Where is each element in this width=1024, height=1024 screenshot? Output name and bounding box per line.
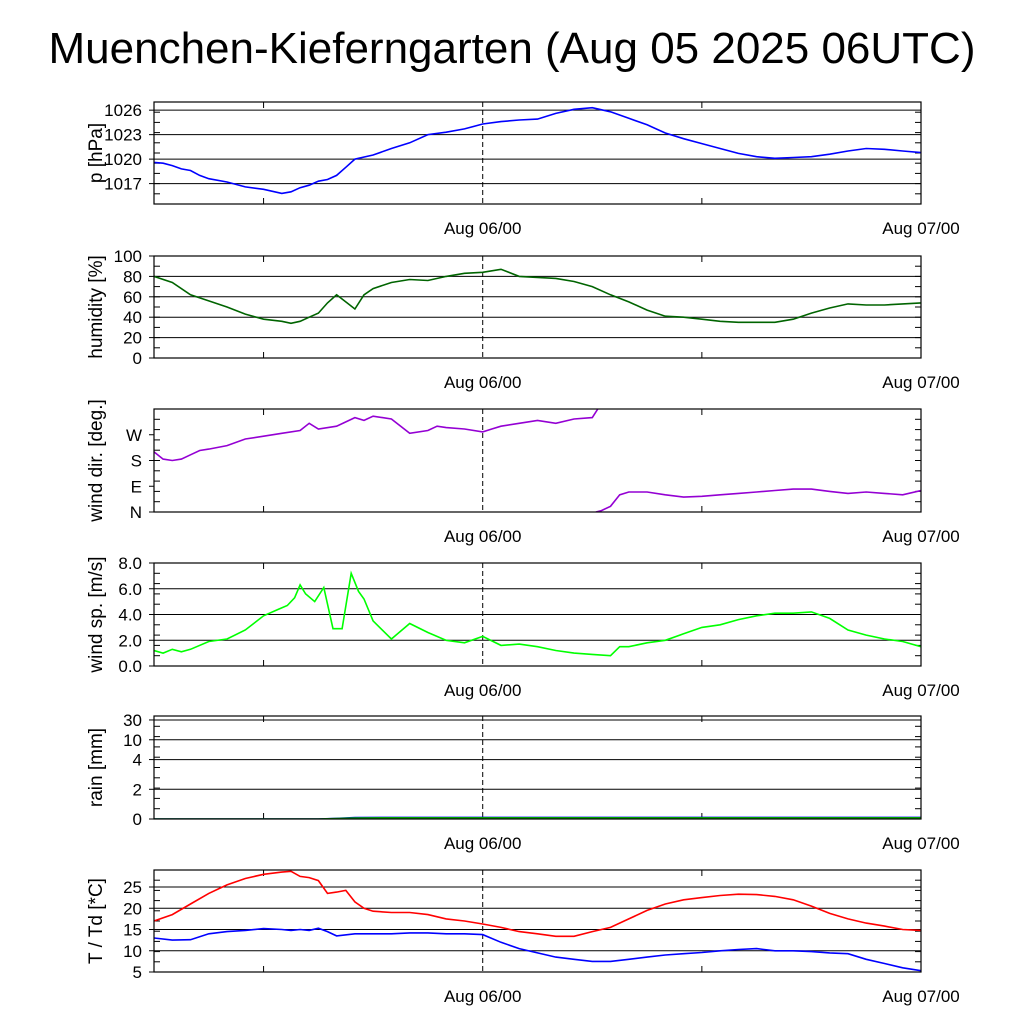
- y-tick-label: 100: [114, 247, 142, 266]
- y-tick-label: 10: [123, 731, 142, 750]
- y-tick-label: W: [126, 426, 142, 445]
- series-line-wind_speed: [154, 570, 921, 657]
- x-tick-label: Aug 06/00: [444, 834, 522, 853]
- x-tick-label: Aug 06/00: [444, 527, 522, 546]
- y-tick-label: 4: [133, 751, 142, 770]
- y-tick-label: 0.0: [118, 657, 142, 676]
- plot-frame: [153, 255, 922, 359]
- y-tick-label: 60: [123, 288, 142, 307]
- series-line-wind_dir: [154, 409, 599, 462]
- y-tick-label: 1017: [104, 175, 142, 194]
- x-tick-label: Aug 07/00: [882, 373, 960, 392]
- y-tick-label: 1026: [104, 101, 142, 120]
- series-line-pressure: [154, 106, 921, 195]
- y-tick-label: 20: [123, 899, 142, 918]
- y-tick-label: 4.0: [118, 606, 142, 625]
- series-line-dewpoint: [154, 927, 921, 972]
- panel-pressure: 1017 1020 1023 1026 Aug 06/00 Aug 07/00 p [hPa…: [86, 101, 960, 238]
- y-tick-label: 2.0: [118, 631, 142, 650]
- series-line-wind_dir: [595, 488, 921, 512]
- y-tick-label: 2: [133, 780, 142, 799]
- x-tick-label: Aug 07/00: [882, 681, 960, 700]
- y-tick-label: 15: [123, 921, 142, 940]
- plot-frame: [153, 408, 922, 513]
- y-tick-label: S: [131, 452, 142, 471]
- x-tick-label: Aug 06/00: [444, 987, 522, 1006]
- y-axis-label: humidity [%]: [86, 255, 107, 358]
- y-tick-label: 1020: [104, 150, 142, 169]
- x-tick-label: Aug 07/00: [882, 527, 960, 546]
- y-tick-label: 1023: [104, 126, 142, 145]
- y-tick-label: 5: [133, 963, 142, 982]
- y-tick-label: 20: [123, 329, 142, 348]
- panel-temperature: 5 10 15 20 25 Aug 06/00 Aug 07/00 T / Td [*C]: [86, 869, 960, 1006]
- y-tick-label: 40: [123, 308, 142, 327]
- y-tick-label: 30: [123, 711, 142, 730]
- y-tick-label: 6.0: [118, 580, 142, 599]
- y-axis-label: p [hPa]: [86, 123, 107, 183]
- y-tick-label: N: [130, 503, 142, 522]
- y-tick-label: 80: [123, 267, 142, 286]
- y-tick-label: 25: [123, 878, 142, 897]
- x-tick-label: Aug 06/00: [444, 681, 522, 700]
- x-tick-label: Aug 07/00: [882, 219, 960, 238]
- y-tick-label: 0: [133, 810, 142, 829]
- y-axis-label: T / Td [*C]: [86, 878, 107, 964]
- y-axis-label: wind dir. [deg.]: [86, 399, 107, 523]
- series-line-rain_green: [154, 816, 921, 819]
- y-tick-label: 0: [133, 349, 142, 368]
- panel-wind_speed: 0.0 2.0 4.0 6.0 8.0 Aug 06/00 Aug 07/00 wind sp…: [86, 554, 960, 700]
- plot-frame: [153, 715, 922, 820]
- y-axis-label: wind sp. [m/s]: [86, 556, 107, 673]
- y-tick-label: 8.0: [118, 554, 142, 573]
- x-tick-label: Aug 07/00: [882, 987, 960, 1006]
- x-tick-label: Aug 07/00: [882, 834, 960, 853]
- y-tick-label: 10: [123, 942, 142, 961]
- plot-frame: [153, 869, 922, 973]
- series-line-temperature: [154, 870, 921, 938]
- x-tick-label: Aug 06/00: [444, 373, 522, 392]
- y-tick-label: E: [131, 477, 142, 496]
- y-axis-label: rain [mm]: [86, 728, 107, 807]
- plot-frame: [153, 101, 922, 205]
- series-line-humidity: [154, 268, 921, 325]
- x-tick-label: Aug 06/00: [444, 219, 522, 238]
- chart-title: Muenchen-Kieferngarten (Aug 05 2025 06UT…: [48, 24, 976, 73]
